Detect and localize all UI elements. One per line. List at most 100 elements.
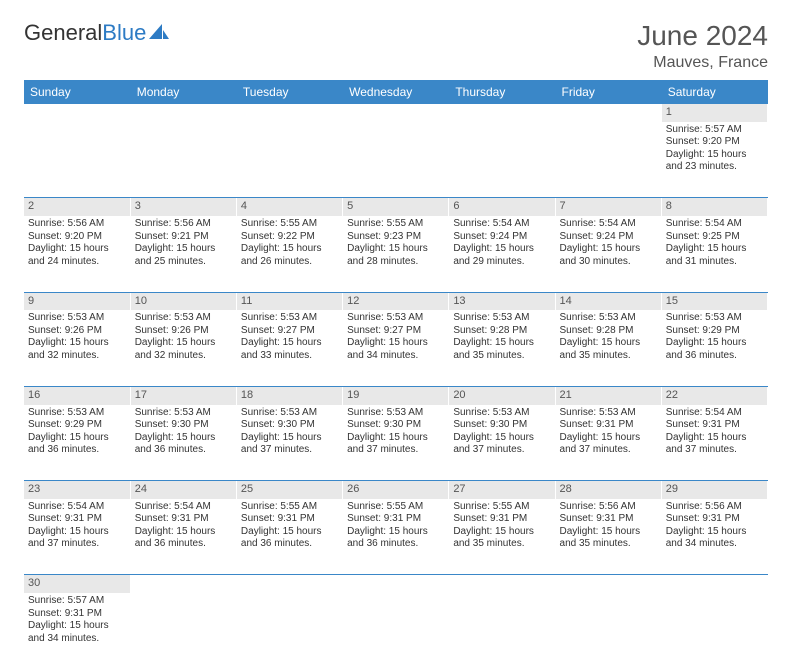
day-cell: Sunrise: 5:54 AMSunset: 9:25 PMDaylight:… bbox=[661, 216, 767, 292]
day-number: 23 bbox=[24, 481, 130, 499]
sunset-text: Sunset: 9:25 PM bbox=[666, 231, 763, 244]
logo-text-blue: Blue bbox=[102, 20, 146, 46]
daylight-text: Daylight: 15 hours and 33 minutes. bbox=[241, 337, 338, 362]
sunset-text: Sunset: 9:20 PM bbox=[28, 231, 126, 244]
day-number: 11 bbox=[236, 292, 342, 310]
sunrise-text: Sunrise: 5:56 AM bbox=[28, 218, 126, 231]
sunset-text: Sunset: 9:31 PM bbox=[347, 513, 444, 526]
week-row: Sunrise: 5:53 AMSunset: 9:29 PMDaylight:… bbox=[24, 405, 768, 481]
sunrise-text: Sunrise: 5:53 AM bbox=[28, 312, 126, 325]
sunrise-text: Sunrise: 5:53 AM bbox=[666, 312, 763, 325]
daylight-text: Daylight: 15 hours and 36 minutes. bbox=[666, 337, 763, 362]
sunrise-text: Sunrise: 5:55 AM bbox=[347, 218, 444, 231]
day-header: Saturday bbox=[661, 80, 767, 104]
day-cell: Sunrise: 5:53 AMSunset: 9:27 PMDaylight:… bbox=[236, 310, 342, 386]
sunrise-text: Sunrise: 5:55 AM bbox=[241, 218, 338, 231]
day-cell bbox=[661, 593, 767, 669]
day-number-row: 30 bbox=[24, 575, 768, 593]
day-cell bbox=[343, 593, 449, 669]
day-cell bbox=[24, 122, 130, 198]
day-number: 8 bbox=[661, 198, 767, 216]
day-cell: Sunrise: 5:57 AMSunset: 9:20 PMDaylight:… bbox=[661, 122, 767, 198]
daylight-text: Daylight: 15 hours and 32 minutes. bbox=[135, 337, 232, 362]
day-number: 25 bbox=[236, 481, 342, 499]
sunset-text: Sunset: 9:31 PM bbox=[666, 513, 763, 526]
day-cell: Sunrise: 5:53 AMSunset: 9:31 PMDaylight:… bbox=[555, 405, 661, 481]
sunset-text: Sunset: 9:28 PM bbox=[560, 325, 657, 338]
day-cell: Sunrise: 5:55 AMSunset: 9:22 PMDaylight:… bbox=[236, 216, 342, 292]
sunrise-text: Sunrise: 5:53 AM bbox=[560, 312, 657, 325]
day-cell: Sunrise: 5:53 AMSunset: 9:29 PMDaylight:… bbox=[24, 405, 130, 481]
day-number: 18 bbox=[236, 386, 342, 404]
sunrise-text: Sunrise: 5:53 AM bbox=[241, 407, 338, 420]
daylight-text: Daylight: 15 hours and 35 minutes. bbox=[560, 337, 657, 362]
day-number-row: 2345678 bbox=[24, 198, 768, 216]
sunset-text: Sunset: 9:31 PM bbox=[453, 513, 550, 526]
sunset-text: Sunset: 9:27 PM bbox=[241, 325, 338, 338]
sunset-text: Sunset: 9:23 PM bbox=[347, 231, 444, 244]
sunset-text: Sunset: 9:20 PM bbox=[666, 136, 763, 149]
daylight-text: Daylight: 15 hours and 34 minutes. bbox=[347, 337, 444, 362]
sunrise-text: Sunrise: 5:56 AM bbox=[560, 501, 657, 514]
day-cell: Sunrise: 5:56 AMSunset: 9:31 PMDaylight:… bbox=[555, 499, 661, 575]
sunset-text: Sunset: 9:31 PM bbox=[560, 513, 657, 526]
logo-sail-icon bbox=[148, 20, 170, 46]
day-number bbox=[236, 104, 342, 122]
day-number: 28 bbox=[555, 481, 661, 499]
daylight-text: Daylight: 15 hours and 34 minutes. bbox=[28, 620, 126, 645]
daylight-text: Daylight: 15 hours and 36 minutes. bbox=[135, 526, 232, 551]
day-header: Wednesday bbox=[343, 80, 449, 104]
day-cell: Sunrise: 5:55 AMSunset: 9:23 PMDaylight:… bbox=[343, 216, 449, 292]
day-number bbox=[343, 575, 449, 593]
day-number: 17 bbox=[130, 386, 236, 404]
daylight-text: Daylight: 15 hours and 32 minutes. bbox=[28, 337, 126, 362]
sunrise-text: Sunrise: 5:53 AM bbox=[347, 312, 444, 325]
daylight-text: Daylight: 15 hours and 30 minutes. bbox=[560, 243, 657, 268]
day-number: 21 bbox=[555, 386, 661, 404]
daylight-text: Daylight: 15 hours and 26 minutes. bbox=[241, 243, 338, 268]
day-number: 13 bbox=[449, 292, 555, 310]
logo-text-general: General bbox=[24, 20, 102, 46]
sunset-text: Sunset: 9:31 PM bbox=[241, 513, 338, 526]
day-cell: Sunrise: 5:53 AMSunset: 9:29 PMDaylight:… bbox=[661, 310, 767, 386]
day-cell: Sunrise: 5:53 AMSunset: 9:26 PMDaylight:… bbox=[24, 310, 130, 386]
sunset-text: Sunset: 9:30 PM bbox=[241, 419, 338, 432]
daylight-text: Daylight: 15 hours and 36 minutes. bbox=[241, 526, 338, 551]
daylight-text: Daylight: 15 hours and 35 minutes. bbox=[560, 526, 657, 551]
sunrise-text: Sunrise: 5:53 AM bbox=[135, 312, 232, 325]
day-cell: Sunrise: 5:56 AMSunset: 9:31 PMDaylight:… bbox=[661, 499, 767, 575]
day-number: 7 bbox=[555, 198, 661, 216]
sunset-text: Sunset: 9:29 PM bbox=[28, 419, 126, 432]
daylight-text: Daylight: 15 hours and 34 minutes. bbox=[666, 526, 763, 551]
daylight-text: Daylight: 15 hours and 35 minutes. bbox=[453, 526, 550, 551]
daylight-text: Daylight: 15 hours and 37 minutes. bbox=[560, 432, 657, 457]
sunrise-text: Sunrise: 5:53 AM bbox=[560, 407, 657, 420]
sunrise-text: Sunrise: 5:56 AM bbox=[135, 218, 232, 231]
day-cell: Sunrise: 5:54 AMSunset: 9:31 PMDaylight:… bbox=[130, 499, 236, 575]
sunset-text: Sunset: 9:30 PM bbox=[347, 419, 444, 432]
day-number: 27 bbox=[449, 481, 555, 499]
sunrise-text: Sunrise: 5:57 AM bbox=[666, 124, 763, 137]
logo: GeneralBlue bbox=[24, 20, 170, 46]
day-cell: Sunrise: 5:54 AMSunset: 9:31 PMDaylight:… bbox=[661, 405, 767, 481]
daylight-text: Daylight: 15 hours and 29 minutes. bbox=[453, 243, 550, 268]
day-number: 16 bbox=[24, 386, 130, 404]
day-number bbox=[343, 104, 449, 122]
day-cell: Sunrise: 5:54 AMSunset: 9:24 PMDaylight:… bbox=[555, 216, 661, 292]
day-number bbox=[449, 575, 555, 593]
week-row: Sunrise: 5:57 AMSunset: 9:20 PMDaylight:… bbox=[24, 122, 768, 198]
day-number: 24 bbox=[130, 481, 236, 499]
sunrise-text: Sunrise: 5:53 AM bbox=[347, 407, 444, 420]
daylight-text: Daylight: 15 hours and 36 minutes. bbox=[347, 526, 444, 551]
sunrise-text: Sunrise: 5:57 AM bbox=[28, 595, 126, 608]
sunrise-text: Sunrise: 5:56 AM bbox=[666, 501, 763, 514]
day-cell: Sunrise: 5:55 AMSunset: 9:31 PMDaylight:… bbox=[236, 499, 342, 575]
location-name: Mauves, France bbox=[637, 54, 768, 72]
day-header: Thursday bbox=[449, 80, 555, 104]
day-cell: Sunrise: 5:54 AMSunset: 9:31 PMDaylight:… bbox=[24, 499, 130, 575]
day-number bbox=[130, 575, 236, 593]
day-number bbox=[449, 104, 555, 122]
daylight-text: Daylight: 15 hours and 31 minutes. bbox=[666, 243, 763, 268]
daylight-text: Daylight: 15 hours and 36 minutes. bbox=[28, 432, 126, 457]
daylight-text: Daylight: 15 hours and 25 minutes. bbox=[135, 243, 232, 268]
